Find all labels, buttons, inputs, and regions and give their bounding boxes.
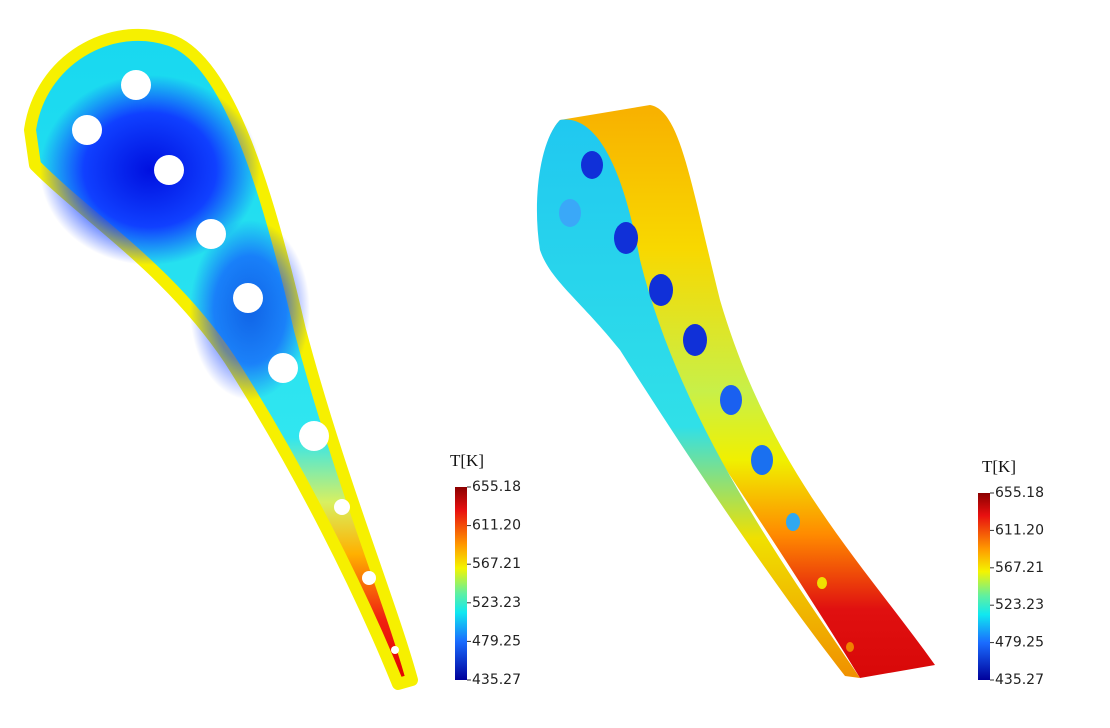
- right-blade: [536, 105, 935, 679]
- colorbar-tick-label: 567.21: [472, 556, 521, 572]
- colorbar-tick-label: 479.25: [995, 635, 1044, 651]
- blade-face: [536, 119, 860, 679]
- colorbar-tick-label: 655.18: [472, 479, 521, 495]
- colorbar-tick-label: 655.18: [995, 485, 1044, 501]
- colorbar-title: T[K]: [450, 451, 484, 470]
- colorbar-gradient: [455, 487, 467, 680]
- colorbar-tick-label: 567.21: [995, 560, 1044, 576]
- colorbar-tick-label: 479.25: [472, 633, 521, 649]
- colorbar: T[K]: [978, 457, 1016, 680]
- colorbar-tick-label: 523.23: [995, 597, 1044, 613]
- colorbar-title: T[K]: [982, 457, 1016, 476]
- left-blade: [24, 28, 418, 690]
- cooling-holes: [72, 70, 399, 654]
- cooling-holes: [559, 151, 854, 652]
- colorbar-gradient: [978, 493, 990, 680]
- colorbar-tick-label: 435.27: [472, 672, 521, 688]
- colorbar-tick-label: 611.20: [995, 522, 1044, 538]
- colorbar-tick-label: 611.20: [472, 518, 521, 534]
- colorbar-tick-label: 435.27: [995, 672, 1044, 688]
- colorbar-tick-label: 523.23: [472, 595, 521, 611]
- colorbar: T[K]: [450, 451, 484, 680]
